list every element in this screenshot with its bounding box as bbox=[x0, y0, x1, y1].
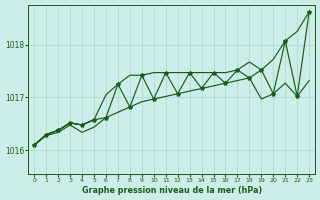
X-axis label: Graphe pression niveau de la mer (hPa): Graphe pression niveau de la mer (hPa) bbox=[82, 186, 262, 195]
